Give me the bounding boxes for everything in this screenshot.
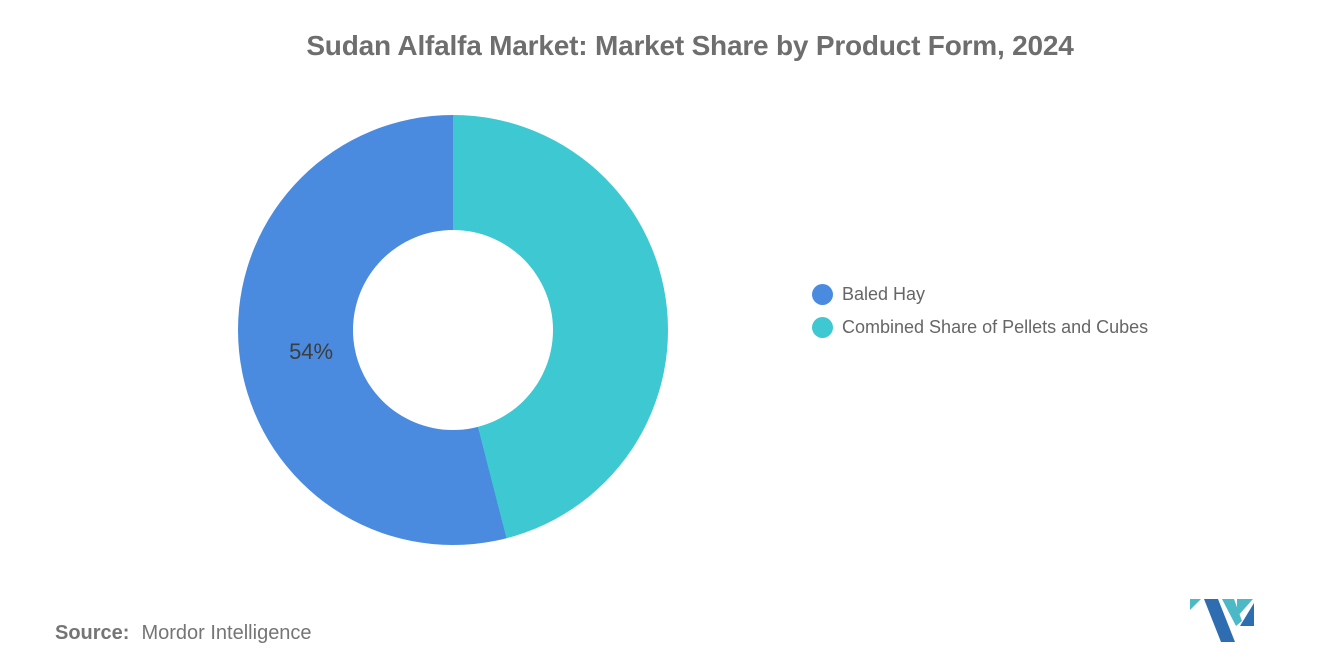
source-line: Source: Mordor Intelligence xyxy=(55,622,312,645)
chart-title: Sudan Alfalfa Market: Market Share by Pr… xyxy=(306,30,1074,61)
legend-label-baled-hay: Baled Hay xyxy=(842,284,926,304)
donut-hole xyxy=(353,230,553,430)
legend: Baled Hay Combined Share of Pellets and … xyxy=(812,284,1148,338)
legend-item-baled-hay: Baled Hay xyxy=(812,284,1148,305)
slice-label-baled-hay: 54% xyxy=(289,338,334,364)
legend-marker-baled-hay-icon xyxy=(812,284,833,305)
legend-label-pellets-cubes: Combined Share of Pellets and Cubes xyxy=(842,317,1149,337)
legend-marker-pellets-cubes-icon xyxy=(812,317,833,338)
source-label: Source: xyxy=(55,622,130,644)
mordor-intelligence-logo-icon xyxy=(1190,599,1254,642)
source-value: Mordor Intelligence xyxy=(141,622,312,644)
legend-item-pellets-cubes: Combined Share of Pellets and Cubes xyxy=(812,317,1148,338)
donut-chart: 54% xyxy=(238,115,668,545)
